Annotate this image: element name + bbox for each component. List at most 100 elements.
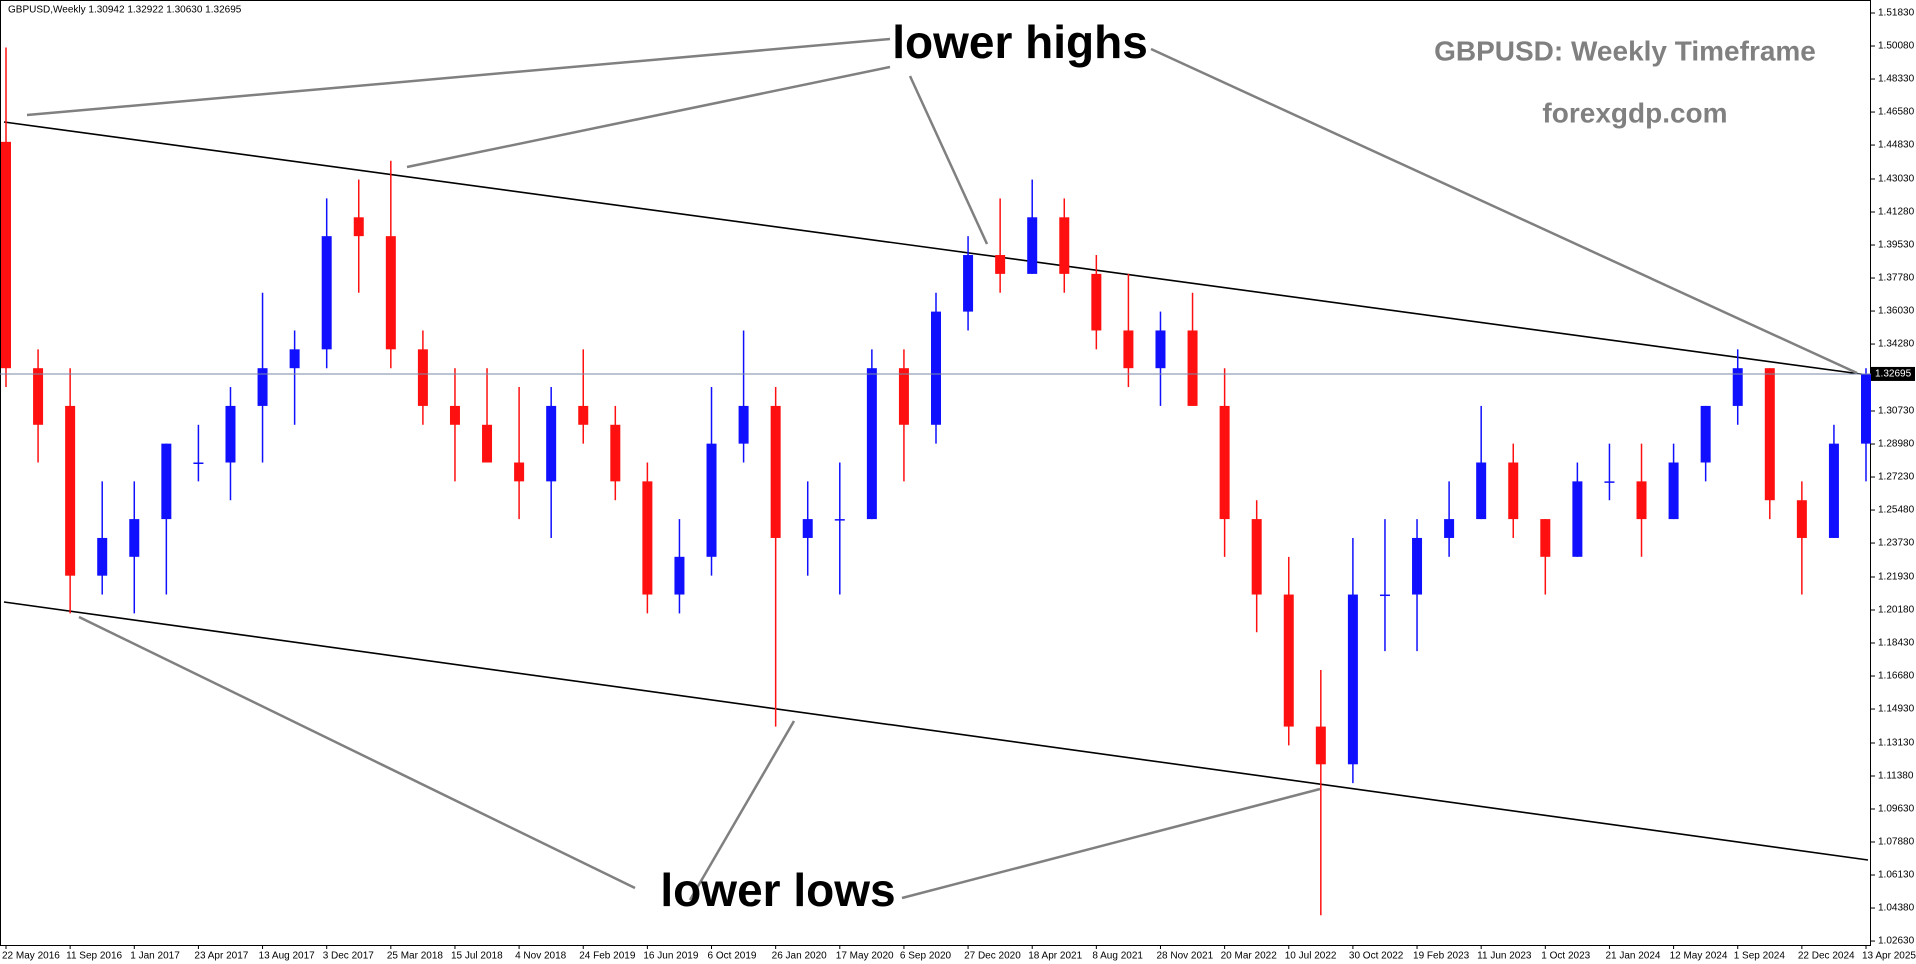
x-tick-label: 11 Sep 2016 (66, 951, 122, 962)
candle-body (129, 519, 140, 557)
channel-lower (3, 601, 1869, 861)
candle-body (417, 349, 428, 406)
x-tick-label: 26 Jan 2020 (772, 951, 827, 962)
y-tick-label: 1.20180 (1878, 605, 1915, 616)
chart-title: GBPUSD: Weekly Timeframe (1434, 35, 1816, 66)
x-tick-label: 27 Dec 2020 (964, 951, 1021, 962)
y-tick-label: 1.36030 (1878, 306, 1915, 317)
candle-body (449, 405, 460, 425)
x-tick-label: 16 Jun 2019 (643, 951, 698, 962)
plot-frame (0, 0, 1871, 946)
candle-body (33, 368, 44, 425)
y-tick-label: 1.39530 (1878, 240, 1915, 251)
y-tick-label: 1.41280 (1878, 207, 1915, 218)
candle-body (866, 368, 877, 520)
y-tick-label: 1.16680 (1878, 671, 1915, 682)
candle-body (1732, 368, 1743, 406)
candle-body (1412, 537, 1423, 595)
x-tick-label: 8 Aug 2021 (1092, 951, 1143, 962)
candle-body (193, 462, 204, 465)
candle-body (1155, 330, 1166, 369)
x-tick-label: 13 Apr 2025 (1862, 951, 1916, 962)
y-tick-label: 1.09630 (1878, 804, 1915, 815)
candle-body (1379, 594, 1390, 597)
candle-body (97, 537, 108, 576)
candle-body (642, 481, 653, 595)
x-tick-label: 1 Sep 2024 (1734, 951, 1786, 962)
pointer (78, 615, 636, 890)
candle-body (1636, 481, 1647, 520)
x-tick-label: 25 Mar 2018 (387, 951, 444, 962)
x-tick-label: 12 May 2024 (1670, 951, 1728, 962)
candle-body (1315, 726, 1326, 765)
candle-body (321, 236, 332, 350)
y-tick-label: 1.25480 (1878, 505, 1915, 516)
x-tick-label: 22 May 2016 (2, 951, 60, 962)
candle-body (1091, 273, 1102, 331)
candle-body (1251, 519, 1262, 595)
y-tick-label: 1.18430 (1878, 638, 1915, 649)
x-tick-label: 10 Jul 2022 (1285, 951, 1337, 962)
annotation: lower lows (660, 864, 895, 916)
candle-body (1508, 462, 1519, 520)
candle-body (1764, 368, 1775, 501)
y-tick-label: 1.02630 (1878, 936, 1915, 947)
x-tick-label: 28 Nov 2021 (1156, 951, 1213, 962)
y-tick-label: 1.50080 (1878, 41, 1915, 52)
y-tick-label: 1.11380 (1878, 771, 1914, 782)
x-tick-label: 1 Jan 2017 (130, 951, 180, 962)
current-price-box (1871, 366, 1915, 381)
candle-body (1444, 519, 1455, 538)
candle-body (610, 424, 621, 482)
candle-body (514, 462, 525, 482)
candle-body (706, 443, 717, 557)
candle-body (1796, 500, 1807, 538)
x-tick-label: 19 Feb 2023 (1413, 951, 1470, 962)
x-tick-label: 15 Jul 2018 (451, 951, 503, 962)
y-tick-label: 1.21930 (1878, 572, 1915, 583)
x-tick-label: 22 Dec 2024 (1798, 951, 1855, 962)
y-tick-label: 1.06130 (1878, 870, 1915, 881)
candle-body (1283, 594, 1294, 727)
y-tick-label: 1.37780 (1878, 273, 1915, 284)
x-tick-label: 11 Jun 2023 (1477, 951, 1532, 962)
candle-body (546, 405, 557, 482)
pointer (1150, 47, 1858, 375)
x-tick-label: 20 Mar 2022 (1221, 951, 1278, 962)
x-tick-label: 18 Apr 2021 (1028, 951, 1082, 962)
candle-body (385, 236, 396, 350)
pointer (688, 720, 796, 901)
candle-body (353, 217, 364, 237)
chart-subtitle: forexgdp.com (1542, 97, 1727, 128)
pointers (26, 37, 1858, 901)
x-tick-label: 3 Dec 2017 (323, 951, 375, 962)
candle-body (898, 368, 909, 425)
candle-body (1027, 217, 1038, 274)
header: GBPUSD,Weekly 1.30942 1.32922 1.30630 1.… (8, 5, 242, 16)
y-tick-label: 1.28980 (1878, 439, 1915, 450)
candle-body (1572, 481, 1583, 557)
candle-body (482, 424, 493, 463)
x-tick-label: 23 Apr 2017 (194, 951, 248, 962)
candle-body (834, 519, 845, 521)
channel-upper (3, 121, 1869, 376)
candle-body (1604, 481, 1615, 483)
candle-body (161, 443, 172, 520)
candle-body (1700, 405, 1711, 463)
candle-body (802, 519, 813, 538)
candle-body (931, 311, 941, 425)
channel (3, 121, 1869, 861)
y-tick-label: 1.14930 (1878, 704, 1915, 715)
candle-body (289, 349, 300, 369)
y-tick-label: 1.23730 (1878, 538, 1915, 549)
candle-body (674, 556, 685, 595)
candle-body (1861, 373, 1871, 444)
candle-body (1059, 217, 1070, 274)
x-tick-label: 30 Oct 2022 (1349, 951, 1404, 962)
candle-body (65, 405, 76, 576)
pointer (406, 65, 891, 169)
x-tick-label: 21 Jan 2024 (1605, 951, 1660, 962)
annotation: lower highs (892, 16, 1148, 68)
candle-body (1219, 405, 1230, 520)
